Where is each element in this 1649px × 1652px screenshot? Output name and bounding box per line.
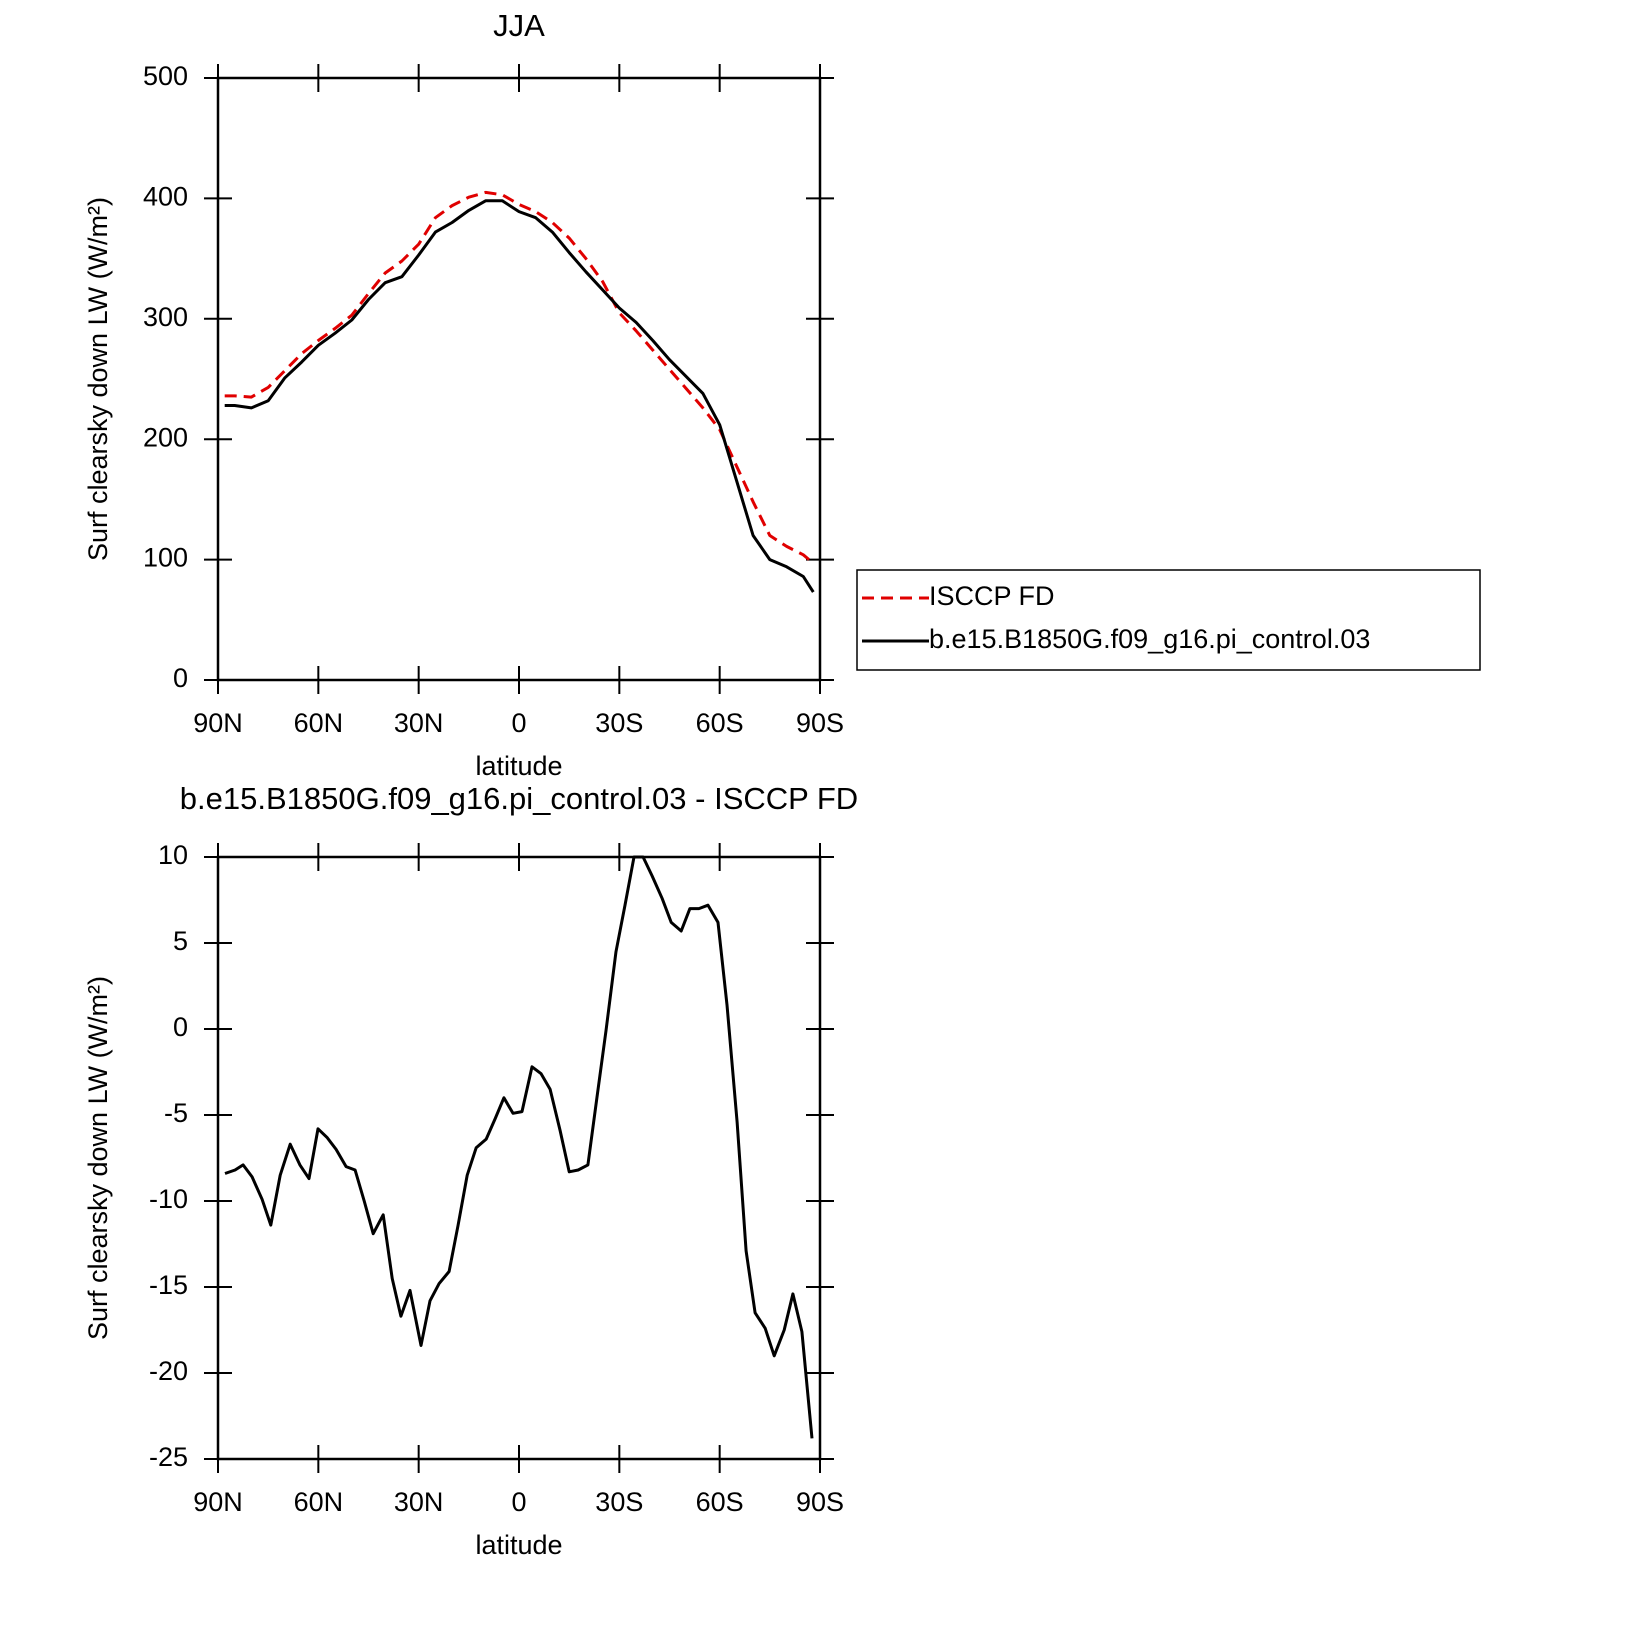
x-tick-label: 90S (796, 708, 844, 738)
x-tick-label: 60N (294, 1487, 344, 1517)
y-tick-label: -20 (149, 1356, 188, 1386)
chart-title: b.e15.B1850G.f09_g16.pi_control.03 - ISC… (180, 781, 858, 816)
plot-frame (216, 855, 822, 1461)
x-axis-label: latitude (475, 751, 562, 781)
x-tick-label: 0 (511, 1487, 526, 1517)
x-tick-label: 60S (696, 1487, 744, 1517)
y-tick-label: 0 (173, 1012, 188, 1042)
y-tick-label: 10 (158, 840, 188, 870)
data-line (224, 199, 815, 593)
x-tick-label: 30N (394, 1487, 444, 1517)
legend-label: b.e15.B1850G.f09_g16.pi_control.03 (929, 624, 1370, 654)
x-tick-label: 30S (595, 1487, 643, 1517)
x-tick-label: 30N (394, 708, 444, 738)
y-tick-label: -25 (149, 1442, 188, 1472)
y-tick-label: 300 (143, 302, 188, 332)
x-tick-label: 90S (796, 1487, 844, 1517)
y-tick-label: 5 (173, 926, 188, 956)
y-tick-label: 500 (143, 61, 188, 91)
y-tick-label: -10 (149, 1184, 188, 1214)
x-tick-label: 90N (193, 1487, 243, 1517)
data-line (224, 855, 814, 1439)
x-tick-label: 90N (193, 708, 243, 738)
plot-frame (216, 76, 822, 682)
y-tick-label: 200 (143, 422, 188, 452)
y-tick-label: -15 (149, 1270, 188, 1300)
y-tick-label: -5 (164, 1098, 188, 1128)
y-tick-label: 100 (143, 543, 188, 573)
chart-title: JJA (493, 8, 545, 43)
x-tick-label: 30S (595, 708, 643, 738)
legend-box (856, 569, 1481, 671)
data-line (224, 190, 815, 565)
y-tick-label: 400 (143, 182, 188, 212)
x-tick-label: 60S (696, 708, 744, 738)
x-tick-label: 0 (511, 708, 526, 738)
y-axis-label: Surf clearsky down LW (W/m²) (83, 976, 113, 1340)
x-axis-label: latitude (475, 1530, 562, 1560)
y-axis-label: Surf clearsky down LW (W/m²) (83, 197, 113, 561)
legend-label: ISCCP FD (929, 581, 1055, 611)
y-tick-label: 0 (173, 663, 188, 693)
x-tick-label: 60N (294, 708, 344, 738)
